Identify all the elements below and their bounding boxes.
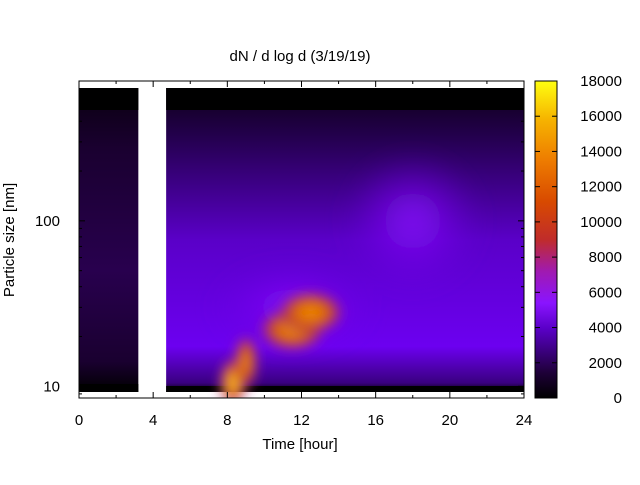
colorbar-tick-label: 0 [614, 390, 622, 407]
x-tick-label: 24 [516, 412, 533, 429]
colorbar-tick-label: 2000 [589, 355, 622, 372]
colorbar-tick-label: 8000 [589, 249, 622, 266]
x-tick-label: 12 [293, 412, 310, 429]
colorbar-tick-label: 6000 [589, 284, 622, 301]
colorbar-axis: 0 2000 4000 6000 8000 10000 12000 14000 16000 180… [535, 73, 622, 407]
y-tick-label: 100 [35, 213, 60, 230]
heat-hotspot [276, 290, 345, 335]
y-tick-label: 10 [43, 378, 60, 395]
heat-top-strip-main [166, 88, 524, 110]
colorbar [534, 80, 558, 399]
colorbar-tick-label: 14000 [580, 143, 622, 160]
heat-glow [342, 150, 483, 291]
heat-bottom-strip-main [166, 386, 524, 392]
y-axis-label: Particle size [nm] [1, 183, 18, 297]
heat-top-strip-early [79, 88, 139, 110]
x-tick-label: 16 [367, 412, 384, 429]
heat-block-early [79, 88, 139, 392]
x-tick-label: 8 [223, 412, 231, 429]
x-tick-label: 20 [441, 412, 458, 429]
y-axis: 10 100 [35, 91, 524, 395]
colorbar-tick-label: 16000 [580, 108, 622, 125]
heat-hotspot [233, 334, 258, 391]
chart-title: dN / d log d (3/19/19) [230, 48, 371, 65]
colorbar-tick-label: 12000 [580, 179, 622, 196]
colorbar-tick-label: 4000 [589, 320, 622, 337]
x-axis: 0 4 8 12 16 20 24 [75, 81, 533, 429]
heat-hotspot-layer [218, 290, 345, 398]
x-tick-label: 0 [75, 412, 83, 429]
heat-bottom-strip-early [79, 384, 139, 392]
x-axis-label: Time [hour] [262, 436, 337, 453]
x-tick-label: 4 [149, 412, 157, 429]
heatmap-area [79, 88, 524, 398]
colorbar-tick-label: 18000 [580, 73, 622, 90]
colorbar-tick-label: 10000 [580, 214, 622, 231]
